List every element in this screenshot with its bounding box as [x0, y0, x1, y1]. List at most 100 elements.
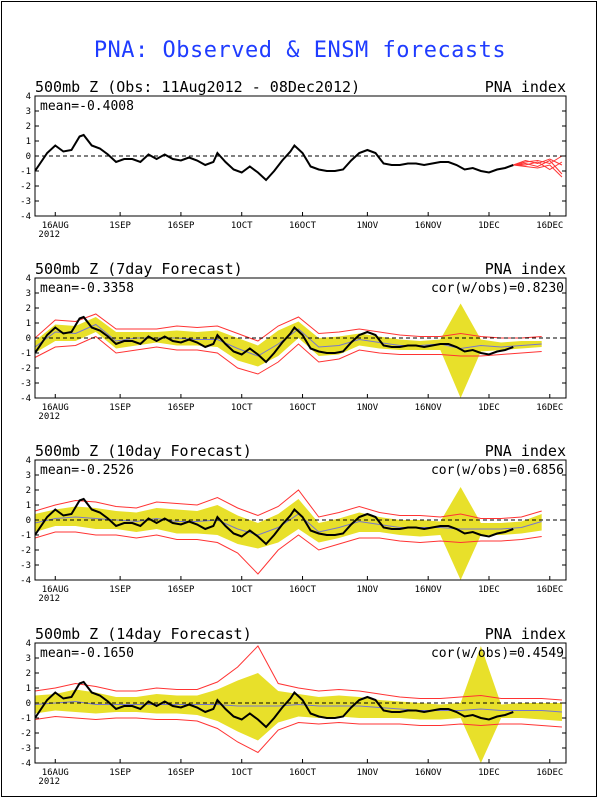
y-tick-label: -1 — [20, 349, 31, 359]
correlation-label: cor(w/obs)=0.6856 — [431, 463, 564, 478]
x-tick-label: 16OCT — [289, 768, 317, 778]
panel-index-label: PNA index — [485, 78, 566, 96]
page-title: PNA: Observed & ENSM forecasts — [93, 38, 507, 63]
y-tick-label: -2 — [20, 729, 31, 739]
plot-data-group — [35, 303, 542, 398]
x-tick-label: 16DEC — [536, 221, 563, 231]
panel-index-label: PNA index — [485, 442, 566, 460]
x-tick-label: 16SEP — [167, 585, 195, 595]
y-tick-label: -2 — [20, 364, 31, 374]
y-tick-label: -4 — [20, 576, 31, 586]
x-tick-label: 1DEC — [478, 585, 500, 595]
x-tick-label: 1SEP — [109, 585, 131, 595]
x-tick-label: 16NOV — [415, 221, 443, 231]
panel-title: 500mb Z (7day Forecast) — [35, 260, 243, 278]
x-tick-label: 1OCT — [231, 585, 253, 595]
x-tick-label: 16NOV — [415, 768, 443, 778]
x-tick-label: 1OCT — [231, 768, 253, 778]
y-tick-label: 2 — [26, 486, 31, 496]
observed-pna-line — [35, 133, 514, 182]
y-tick-label: -1 — [20, 531, 31, 541]
y-tick-label: 4 — [26, 456, 31, 466]
x-tick-label: 1DEC — [478, 221, 500, 231]
x-tick-label: 16AUG — [42, 768, 69, 778]
y-tick-label: 3 — [26, 654, 31, 664]
y-tick-label: 1 — [26, 684, 31, 694]
y-tick-label: 2 — [26, 304, 31, 314]
ensemble-max-line — [35, 489, 542, 519]
x-tick-label: 16AUG — [42, 585, 69, 595]
x-tick-label: 16SEP — [167, 403, 195, 413]
panel-index-label: PNA index — [485, 625, 566, 643]
x-tick-label: 16AUG — [42, 403, 69, 413]
panel-title: 500mb Z (Obs: 11Aug2012 - 08Dec2012) — [35, 78, 360, 96]
y-tick-label: 1 — [26, 319, 31, 329]
y-tick-label: -2 — [20, 182, 31, 192]
y-tick-label: 3 — [26, 107, 31, 117]
x-tick-label: 16OCT — [289, 585, 317, 595]
correlation-label: cor(w/obs)=0.4549 — [431, 646, 564, 661]
x-tick-label: 1OCT — [231, 403, 253, 413]
x-tick-label: 1DEC — [478, 768, 500, 778]
ensemble-mean-line — [35, 700, 562, 713]
y-tick-label: -2 — [20, 546, 31, 556]
observed-pna-line — [35, 680, 514, 729]
ensemble-member-line-5 — [513, 155, 563, 166]
x-tick-label: 16OCT — [289, 403, 317, 413]
y-tick-label: 0 — [26, 516, 31, 526]
y-tick-label: -3 — [20, 744, 31, 754]
ensemble-min-line — [35, 531, 542, 575]
y-tick-label: 4 — [26, 274, 31, 284]
x-tick-label: 16OCT — [289, 221, 317, 231]
y-tick-label: 0 — [26, 152, 31, 162]
x-tick-label: 16SEP — [167, 221, 195, 231]
x-tick-label: 1SEP — [109, 403, 131, 413]
x-tick-label: 16NOV — [415, 585, 443, 595]
x-tick-label: 16NOV — [415, 403, 443, 413]
y-tick-label: 3 — [26, 289, 31, 299]
observed-pna-line — [35, 315, 514, 364]
y-tick-label: 3 — [26, 471, 31, 481]
x-tick-sublabel: 2012 — [38, 230, 60, 240]
ensemble-member-line-2 — [513, 161, 563, 171]
y-tick-label: 4 — [26, 639, 31, 649]
correlation-label: cor(w/obs)=0.8230 — [431, 281, 564, 296]
x-tick-sublabel: 2012 — [38, 412, 60, 422]
ensemble-max-line — [35, 313, 542, 342]
mean-label: mean=-0.4008 — [40, 99, 134, 114]
ensemble-max-line — [35, 645, 562, 701]
panel-index-label: PNA index — [485, 260, 566, 278]
y-tick-label: 0 — [26, 699, 31, 709]
x-tick-label: 1NOV — [357, 221, 379, 231]
ensemble-member-line-1 — [513, 159, 563, 175]
x-tick-label: 16DEC — [536, 768, 563, 778]
ensemble-member-line-4 — [513, 164, 563, 178]
y-tick-label: -4 — [20, 212, 31, 222]
x-tick-label: 1NOV — [357, 403, 379, 413]
x-tick-label: 16AUG — [42, 221, 69, 231]
x-tick-label: 1OCT — [231, 221, 253, 231]
y-tick-label: -3 — [20, 561, 31, 571]
y-tick-label: -1 — [20, 714, 31, 724]
y-tick-label: -4 — [20, 394, 31, 404]
observed-pna-line — [35, 497, 514, 546]
plot-data-group — [35, 645, 562, 763]
y-tick-label: 1 — [26, 501, 31, 511]
y-tick-label: 0 — [26, 334, 31, 344]
ensemble-min-line — [35, 715, 562, 754]
ensemble-min-line — [35, 335, 542, 375]
x-tick-label: 16DEC — [536, 585, 563, 595]
x-tick-sublabel: 2012 — [38, 594, 60, 604]
y-tick-label: 4 — [26, 92, 31, 102]
x-tick-label: 1SEP — [109, 768, 131, 778]
mean-label: mean=-0.3358 — [40, 281, 134, 296]
y-tick-label: -4 — [20, 759, 31, 769]
panel-title: 500mb Z (14day Forecast) — [35, 625, 252, 643]
x-tick-sublabel: 2012 — [38, 777, 60, 787]
